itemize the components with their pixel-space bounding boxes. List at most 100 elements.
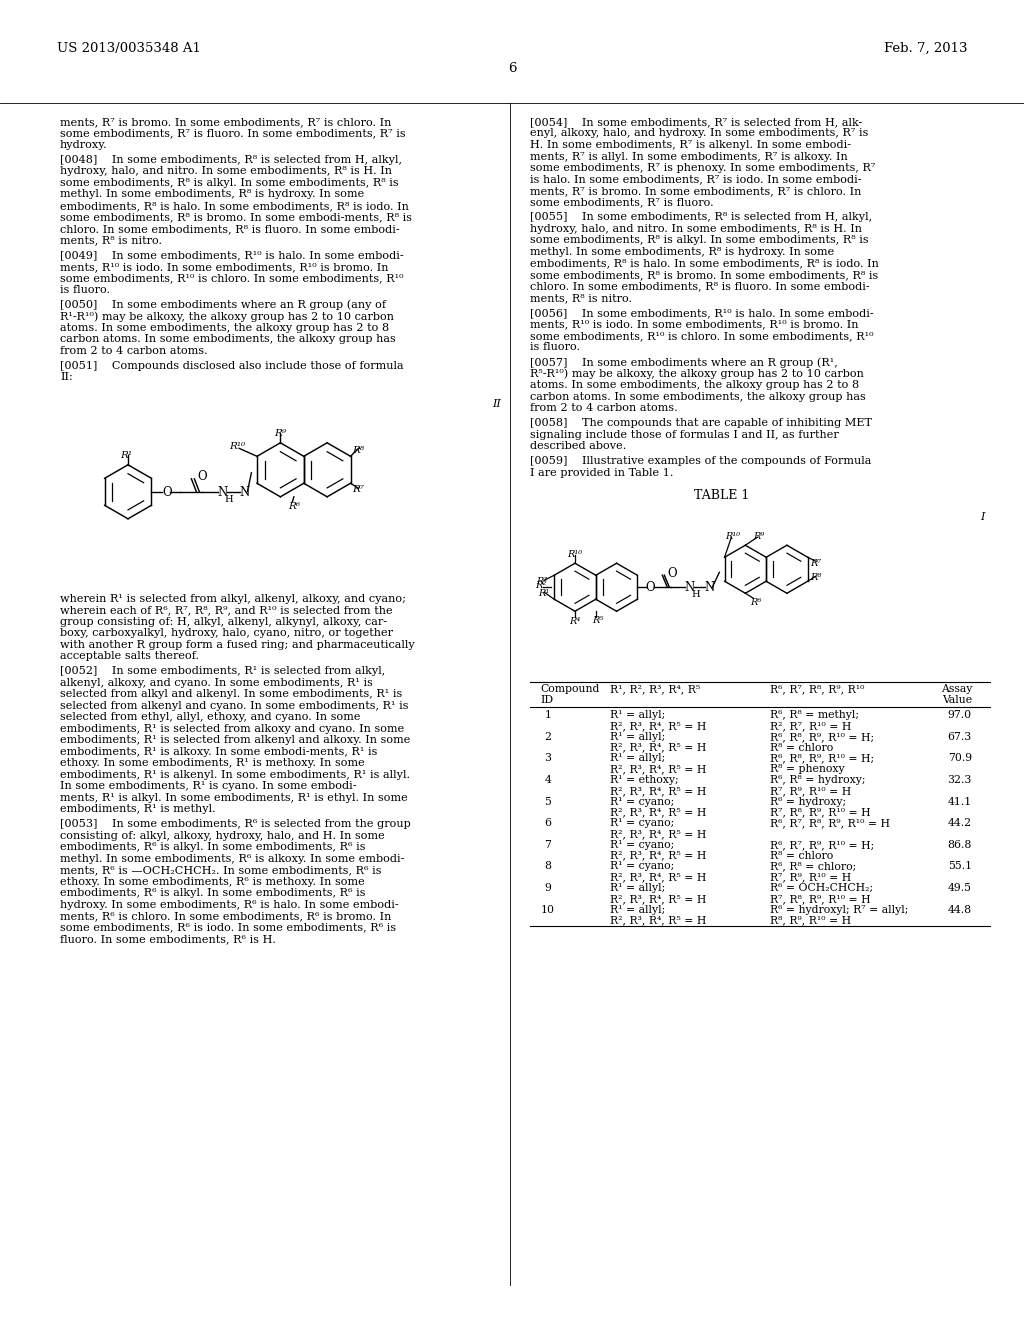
Text: R¹, R², R³, R⁴, R⁵: R¹, R², R³, R⁴, R⁵ [610,684,700,694]
Text: Value: Value [942,696,972,705]
Text: R¹-R¹⁰) may be alkoxy, the alkoxy group has 2 to 10 carbon: R¹-R¹⁰) may be alkoxy, the alkoxy group … [60,312,394,322]
Text: ments, R⁷ is bromo. In some embodiments, R⁷ is chloro. In: ments, R⁷ is bromo. In some embodiments,… [60,117,391,127]
Text: [0054]    In some embodiments, R⁷ is selected from H, alk-: [0054] In some embodiments, R⁷ is select… [530,117,862,127]
Text: H. In some embodiments, R⁷ is alkenyl. In some embodi-: H. In some embodiments, R⁷ is alkenyl. I… [530,140,851,150]
Text: ments, R¹ is alkyl. In some embodiments, R¹ is ethyl. In some: ments, R¹ is alkyl. In some embodiments,… [60,793,408,803]
Text: ethoxy. In some embodiments, R¹ is methoxy. In some: ethoxy. In some embodiments, R¹ is metho… [60,758,365,768]
Text: 86.8: 86.8 [947,840,972,850]
Text: R², R³, R⁴, R⁵ = H: R², R³, R⁴, R⁵ = H [610,916,707,925]
Text: acceptable salts thereof.: acceptable salts thereof. [60,651,199,661]
Text: R², R³, R⁴, R⁵ = H: R², R³, R⁴, R⁵ = H [610,829,707,840]
Text: R⁶: R⁶ [751,598,762,607]
Text: some embodiments, R⁸ is alkyl. In some embodiments, R⁸ is: some embodiments, R⁸ is alkyl. In some e… [60,178,398,187]
Text: from 2 to 4 carbon atoms.: from 2 to 4 carbon atoms. [60,346,208,356]
Text: R², R⁷, R¹⁰ = H: R², R⁷, R¹⁰ = H [770,721,851,731]
Text: R⁴: R⁴ [569,618,581,626]
Text: R⁷, R⁹, R¹⁰ = H: R⁷, R⁹, R¹⁰ = H [770,873,851,882]
Text: some embodiments, R⁶ is iodo. In some embodiments, R⁶ is: some embodiments, R⁶ is iodo. In some em… [60,923,396,933]
Text: R⁵: R⁵ [592,616,603,626]
Text: H: H [224,495,233,504]
Text: embodiments, R¹ is alkoxy. In some embodi-ments, R¹ is: embodiments, R¹ is alkoxy. In some embod… [60,747,378,756]
Text: R⁹: R⁹ [274,429,287,438]
Text: 67.3: 67.3 [948,731,972,742]
Text: consisting of: alkyl, alkoxy, hydroxy, halo, and H. In some: consisting of: alkyl, alkoxy, hydroxy, h… [60,830,385,841]
Text: 6: 6 [545,818,552,828]
Text: R⁸: R⁸ [810,573,821,582]
Text: embodiments, R¹ is selected from alkenyl and alkoxy. In some: embodiments, R¹ is selected from alkenyl… [60,735,411,746]
Text: R⁶, R⁷, R⁸, R⁹, R¹⁰: R⁶, R⁷, R⁸, R⁹, R¹⁰ [770,684,864,694]
Text: R¹ = ethoxy;: R¹ = ethoxy; [610,775,679,785]
Text: carbon atoms. In some embodiments, the alkoxy group has: carbon atoms. In some embodiments, the a… [530,392,865,401]
Text: hydroxy.: hydroxy. [60,140,108,150]
Text: TABLE 1: TABLE 1 [694,490,750,502]
Text: embodiments, R¹ is selected from alkoxy and cyano. In some: embodiments, R¹ is selected from alkoxy … [60,723,404,734]
Text: some embodiments, R¹⁰ is chloro. In some embodiments, R¹⁰: some embodiments, R¹⁰ is chloro. In some… [60,273,403,284]
Text: In some embodiments, R¹ is cyano. In some embodi-: In some embodiments, R¹ is cyano. In som… [60,781,356,791]
Text: R⁶ = hydroxyl; R⁷ = allyl;: R⁶ = hydroxyl; R⁷ = allyl; [770,904,908,915]
Text: R¹ = cyano;: R¹ = cyano; [610,862,674,871]
Text: R⁶, R⁸ = methyl;: R⁶, R⁸ = methyl; [770,710,859,721]
Text: R⁹: R⁹ [754,532,765,541]
Text: R⁷: R⁷ [352,486,365,494]
Text: O: O [645,581,655,594]
Text: R⁷, R⁹, R¹⁰ = H: R⁷, R⁹, R¹⁰ = H [770,785,851,796]
Text: R⁶ = OCH₂CHCH₂;: R⁶ = OCH₂CHCH₂; [770,883,873,894]
Text: R², R³, R⁴, R⁵ = H: R², R³, R⁴, R⁵ = H [610,721,707,731]
Text: R⁷, R⁸, R⁹, R¹⁰ = H: R⁷, R⁸, R⁹, R¹⁰ = H [770,894,870,904]
Text: [0050]    In some embodiments where an R group (any of: [0050] In some embodiments where an R gr… [60,300,386,310]
Text: Feb. 7, 2013: Feb. 7, 2013 [884,42,967,55]
Text: N: N [684,581,694,594]
Text: N: N [240,486,250,499]
Text: R⁵-R¹⁰) may be alkoxy, the alkoxy group has 2 to 10 carbon: R⁵-R¹⁰) may be alkoxy, the alkoxy group … [530,368,864,379]
Text: chloro. In some embodiments, R⁸ is fluoro. In some embodi-: chloro. In some embodiments, R⁸ is fluor… [530,281,869,292]
Text: O: O [198,470,207,483]
Text: R⁶, R⁸, R⁹, R¹⁰ = H;: R⁶, R⁸, R⁹, R¹⁰ = H; [770,754,874,763]
Text: ID: ID [540,696,553,705]
Text: R¹ = cyano;: R¹ = cyano; [610,818,674,828]
Text: II:: II: [60,372,73,383]
Text: 97.0: 97.0 [948,710,972,721]
Text: ments, R⁸ is nitro.: ments, R⁸ is nitro. [530,293,632,304]
Text: with another R group form a fused ring; and pharmaceutically: with another R group form a fused ring; … [60,640,415,649]
Text: embodiments, R⁶ is alkyl. In some embodiments, R⁶ is: embodiments, R⁶ is alkyl. In some embodi… [60,842,366,853]
Text: R⁶: R⁶ [289,502,300,511]
Text: 6: 6 [508,62,516,75]
Text: wherein each of R⁶, R⁷, R⁸, R⁹, and R¹⁰ is selected from the: wherein each of R⁶, R⁷, R⁸, R⁹, and R¹⁰ … [60,606,392,615]
Text: R¹ = allyl;: R¹ = allyl; [610,904,666,915]
Text: N: N [217,486,227,499]
Text: signaling include those of formulas I and II, as further: signaling include those of formulas I an… [530,430,839,440]
Text: some embodiments, R⁸ is bromo. In some embodiments, R⁸ is: some embodiments, R⁸ is bromo. In some e… [530,271,879,280]
Text: some embodiments, R⁷ is fluoro. In some embodiments, R⁷ is: some embodiments, R⁷ is fluoro. In some … [60,128,406,139]
Text: H: H [691,590,700,599]
Text: R¹ = allyl;: R¹ = allyl; [610,883,666,894]
Text: 7: 7 [545,840,552,850]
Text: 55.1: 55.1 [948,862,972,871]
Text: some embodiments, R⁷ is phenoxy. In some embodiments, R⁷: some embodiments, R⁷ is phenoxy. In some… [530,162,876,173]
Text: [0055]    In some embodiments, R⁸ is selected from H, alkyl,: [0055] In some embodiments, R⁸ is select… [530,213,872,223]
Text: R⁶ = hydroxy;: R⁶ = hydroxy; [770,797,846,807]
Text: some embodiments, R⁸ is bromo. In some embodi-ments, R⁸ is: some embodiments, R⁸ is bromo. In some e… [60,213,412,223]
Text: ments, R⁶ is chloro. In some embodiments, R⁶ is bromo. In: ments, R⁶ is chloro. In some embodiments… [60,911,391,921]
Text: ments, R⁸ is nitro.: ments, R⁸ is nitro. [60,235,162,246]
Text: 49.5: 49.5 [948,883,972,894]
Text: II: II [492,399,501,409]
Text: R², R³, R⁴, R⁵ = H: R², R³, R⁴, R⁵ = H [610,850,707,861]
Text: some embodiments, R⁷ is fluoro.: some embodiments, R⁷ is fluoro. [530,198,714,207]
Text: enyl, alkoxy, halo, and hydroxy. In some embodiments, R⁷ is: enyl, alkoxy, halo, and hydroxy. In some… [530,128,868,139]
Text: alkenyl, alkoxy, and cyano. In some embodiments, R¹ is: alkenyl, alkoxy, and cyano. In some embo… [60,677,373,688]
Text: I: I [980,512,984,523]
Text: R⁸: R⁸ [352,446,365,455]
Text: ments, R⁷ is bromo. In some embodiments, R⁷ is chloro. In: ments, R⁷ is bromo. In some embodiments,… [530,186,861,195]
Text: [0059]    Illustrative examples of the compounds of Formula: [0059] Illustrative examples of the comp… [530,457,871,466]
Text: R²: R² [535,581,546,590]
Text: R⁸, R⁹, R¹⁰ = H: R⁸, R⁹, R¹⁰ = H [770,916,851,925]
Text: some embodiments, R⁸ is alkyl. In some embodiments, R⁸ is: some embodiments, R⁸ is alkyl. In some e… [530,235,868,246]
Text: [0058]    The compounds that are capable of inhibiting MET: [0058] The compounds that are capable of… [530,418,872,428]
Text: embodiments, R⁶ is alkyl. In some embodiments, R⁶ is: embodiments, R⁶ is alkyl. In some embodi… [60,888,366,898]
Text: R¹ = cyano;: R¹ = cyano; [610,840,674,850]
Text: N: N [705,581,715,594]
Text: selected from ethyl, allyl, ethoxy, and cyano. In some: selected from ethyl, allyl, ethoxy, and … [60,713,360,722]
Text: embodiments, R¹ is alkenyl. In some embodiments, R¹ is allyl.: embodiments, R¹ is alkenyl. In some embo… [60,770,410,780]
Text: R¹⁰: R¹⁰ [567,550,582,560]
Text: 2: 2 [545,731,552,742]
